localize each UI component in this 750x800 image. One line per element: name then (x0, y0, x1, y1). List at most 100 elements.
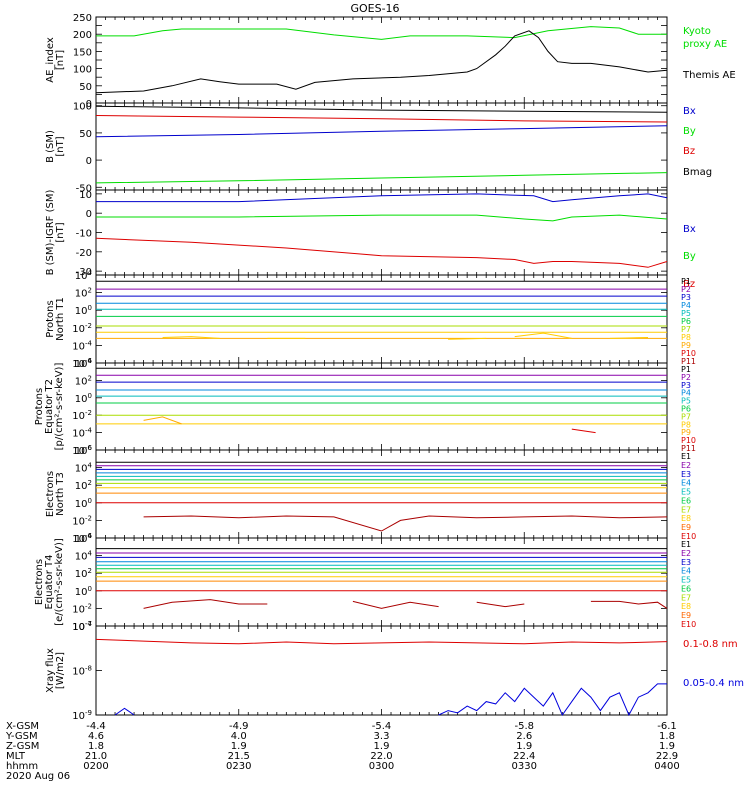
y-tick-label: 10-6 (72, 357, 92, 370)
footer-row-label: X-GSM (6, 721, 39, 732)
footer-value: -5.8 (514, 721, 534, 732)
panel-digrf: -30 -20 -10 0 10 B (SM)-IGRF (SM) [nT] Bx By Bz (45, 189, 696, 290)
y-tick-label: -10 (76, 229, 92, 240)
footer-value: 22.4 (513, 751, 535, 762)
footer-row-label: Y-GSM (5, 731, 38, 742)
segment (143, 416, 182, 425)
footer-value: 0230 (226, 761, 251, 772)
y-axis-label: Xray flux (45, 648, 56, 693)
segment (514, 332, 572, 339)
series-kyoto-proxy-ae (96, 26, 667, 40)
y-tick-label: 104 (75, 357, 93, 370)
legend-entry: P3 (681, 293, 691, 302)
legend-entry: P11 (681, 444, 696, 453)
panel-pn: 10-6 10-4 10-2 100 102 104 Protons North T1 P1P2… (45, 269, 696, 370)
chart-title: GOES-16 (350, 2, 399, 15)
panel-frame (95, 16, 668, 104)
footer-value: 22.0 (370, 751, 392, 762)
legend-entry: E6 (681, 584, 691, 593)
y-tick-label: 102 (75, 374, 92, 387)
y-tick-label: 102 (75, 479, 92, 492)
legend-entry: By (683, 126, 696, 137)
legend-entry: E1 (681, 540, 691, 549)
y-axis-label: AE_index (45, 37, 56, 83)
legend-entry: E9 (681, 523, 691, 532)
footer-value: 21.5 (228, 751, 250, 762)
legend-entry: E5 (681, 488, 691, 497)
y-axis-label: Electrons (34, 559, 45, 605)
y-tick-label: 102 (75, 287, 92, 300)
legend-entry: P8 (681, 420, 691, 429)
legend-entry: Bmag (683, 167, 712, 178)
segment (571, 428, 596, 434)
legend-entry: P9 (681, 428, 691, 437)
legend-entry: E10 (681, 620, 696, 629)
segment (162, 336, 220, 339)
y-tick-label: 100 (75, 304, 92, 317)
segment (476, 601, 525, 608)
y-tick-label: 10-9 (72, 709, 92, 722)
legend-entry: Kyoto (683, 26, 711, 37)
y-tick-label: 100 (73, 102, 92, 113)
legend-entry: E6 (681, 496, 691, 505)
segment (448, 337, 487, 340)
y-axis-label: Electrons (45, 471, 56, 517)
y-tick-label: 10-4 (72, 427, 92, 440)
footer-value: 1.8 (88, 741, 104, 752)
y-tick-label: 10-4 (72, 339, 92, 352)
legend-entry: Themis AE (682, 70, 736, 81)
footer-value: 3.3 (374, 731, 390, 742)
y-axis-label: Equator T2 (44, 379, 55, 434)
legend-entry: P3 (681, 381, 691, 390)
legend-entry: Bz (683, 146, 695, 157)
footer-value: -6.1 (657, 721, 677, 732)
footer-value: 0330 (512, 761, 537, 772)
y-axis-label: [e/(cm²-s-sr-keV)] (54, 538, 65, 626)
legend-entry: E4 (681, 479, 691, 488)
legend-entry: E7 (681, 593, 691, 602)
footer-value: 1.9 (659, 741, 675, 752)
footer-row-label: Z-GSM (6, 741, 39, 752)
legend-entry: P8 (681, 333, 691, 342)
series-bx (96, 193, 668, 203)
panel-b: -50 0 50 100 B (SM) [nT] Bx By Bz Bmag (45, 102, 712, 195)
y-tick-label: 250 (73, 13, 92, 24)
series-by (96, 214, 668, 222)
panel-ae: 0 50 100 150 200 250 AE_index [nT] Kyoto proxy AE… (45, 13, 736, 110)
y-tick-label: 10-4 (72, 620, 92, 633)
legend-entry: Bx (683, 224, 696, 235)
y-axis-label: [nT] (55, 50, 66, 70)
legend-entry: E5 (681, 576, 691, 585)
segment (143, 599, 268, 609)
panel-frame (95, 362, 668, 451)
legend-entry: P2 (681, 285, 691, 294)
footer-value: 4.0 (231, 731, 247, 742)
legend-entry: E2 (681, 549, 691, 558)
y-axis-label: Protons (34, 388, 45, 425)
series-0-05-0-4-nm (438, 683, 667, 717)
series-bx (95, 125, 668, 138)
legend-entry: E1 (681, 452, 691, 461)
footer-value: 0300 (369, 761, 394, 772)
y-tick-label: 10-6 (72, 444, 92, 457)
y-tick-label: 102 (75, 567, 92, 580)
footer-row-label: MLT (6, 751, 26, 762)
y-axis-label: North T1 (55, 297, 66, 341)
panel-frame (95, 537, 668, 627)
y-tick-label: 100 (75, 585, 92, 598)
y-tick-label: 106 (75, 532, 93, 545)
panel-xray: 10-9 10-8 10-7 Xray flux [W/m2] 0.1-0.8 nm 0.0… (45, 620, 744, 722)
panel-frame (95, 274, 668, 364)
legend-entry: P6 (681, 405, 691, 414)
legend-entry: P11 (681, 357, 696, 366)
segment (590, 600, 668, 609)
footer-value: 0200 (83, 761, 108, 772)
legend-entry: 0.05-0.4 nm (683, 678, 744, 689)
footer-value: 0400 (654, 761, 679, 772)
legend-entry: E8 (681, 514, 691, 523)
legend-entry: E9 (681, 611, 691, 620)
footer-row-label: hhmm (6, 761, 38, 772)
y-tick-label: 10-2 (72, 514, 92, 527)
